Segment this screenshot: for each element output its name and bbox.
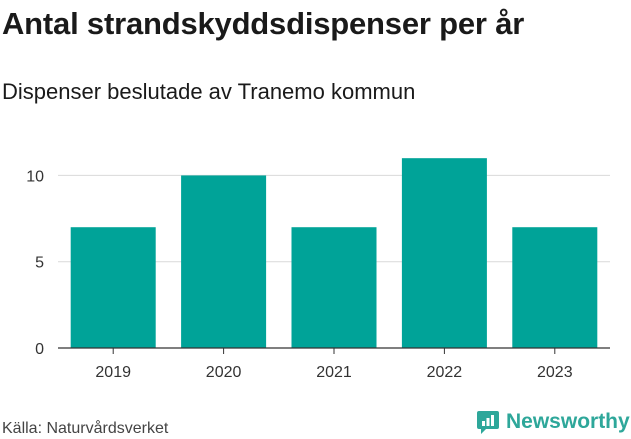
y-tick-label: 10 bbox=[26, 168, 44, 185]
brand-name: Newsworthy bbox=[506, 410, 630, 433]
y-tick-label: 0 bbox=[35, 341, 44, 358]
newsworthy-logo-icon bbox=[477, 411, 499, 434]
bar bbox=[70, 227, 156, 348]
x-tick-label: 2022 bbox=[427, 364, 463, 381]
x-tick-label: 2023 bbox=[537, 364, 573, 381]
x-tick-label: 2019 bbox=[95, 364, 131, 381]
bar bbox=[291, 227, 377, 348]
x-tick-label: 2020 bbox=[206, 364, 242, 381]
y-tick-label: 5 bbox=[35, 255, 44, 272]
bar bbox=[512, 227, 598, 348]
chart-title: Antal strandskyddsdispenser per år bbox=[2, 6, 525, 41]
source-label: Källa: Naturvårdsverket bbox=[2, 420, 169, 437]
brand-logo[interactable]: Newsworthy bbox=[476, 409, 630, 435]
bar bbox=[181, 175, 267, 348]
x-tick-label: 2021 bbox=[316, 364, 352, 381]
bar bbox=[401, 158, 487, 348]
chart-subtitle: Dispenser beslutade av Tranemo kommun bbox=[2, 79, 416, 104]
